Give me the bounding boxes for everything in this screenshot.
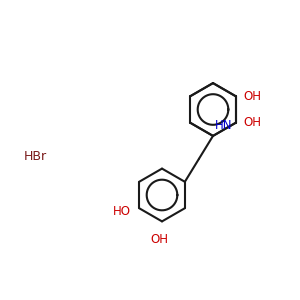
Text: HN: HN xyxy=(215,119,232,132)
Text: OH: OH xyxy=(243,116,261,129)
Text: OH: OH xyxy=(150,233,168,246)
Text: HBr: HBr xyxy=(24,149,47,163)
Text: OH: OH xyxy=(243,90,261,103)
Text: HO: HO xyxy=(113,205,131,218)
